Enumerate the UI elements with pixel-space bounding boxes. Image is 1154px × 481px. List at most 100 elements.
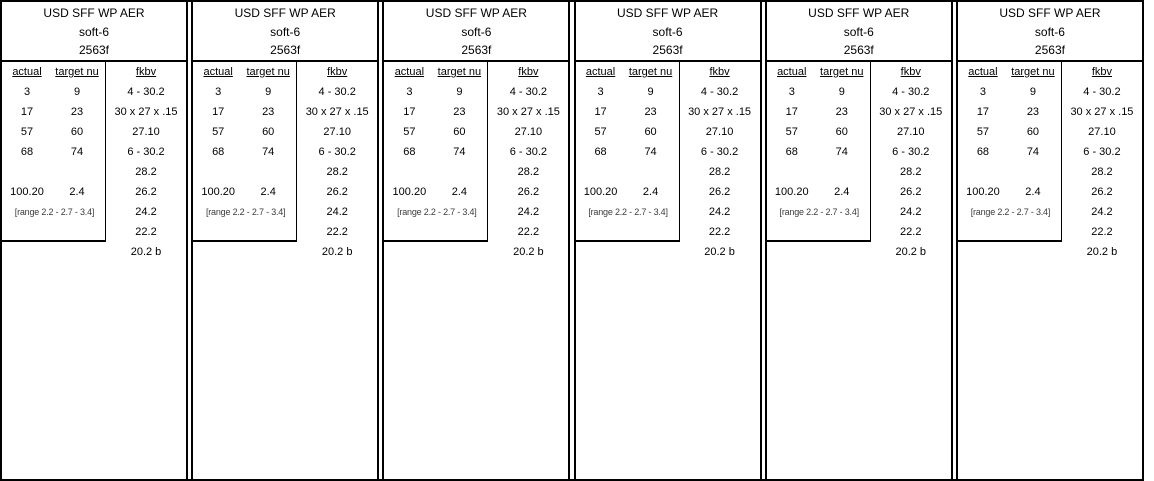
actual-value <box>4 162 50 182</box>
column-header-row: actual target nu <box>386 62 487 82</box>
actual-value: 17 <box>403 106 416 118</box>
table-row: 17 23 <box>195 102 296 122</box>
column-header-target: target nu <box>628 66 673 78</box>
actual-target-box: actual target nu 3 9 17 23 57 60 68 74 <box>957 62 1062 242</box>
panel-body: actual target nu 3 9 17 23 57 60 68 74 <box>766 62 951 262</box>
fkbv-value: 27.10 <box>1088 126 1116 138</box>
table-row: 68 74 <box>386 142 487 162</box>
panel-code: 2563f <box>843 43 874 57</box>
panel-subtitle: soft-6 <box>652 24 683 39</box>
target-value: 23 <box>453 106 466 118</box>
fkbv-value: 22.2 <box>900 226 922 238</box>
fkbv-value: 28.2 <box>900 166 922 178</box>
fkbv-value: 4 - 30.2 <box>318 86 356 98</box>
range-note-row: [range 2.2 - 2.7 - 3.4] <box>4 202 105 222</box>
actual-value: 100.20 <box>392 186 427 198</box>
quote-panel: USD SFF WP AER soft-6 2563f actual targe… <box>573 2 762 479</box>
panel-title: USD SFF WP AER <box>43 6 145 20</box>
range-note-row: [range 2.2 - 2.7 - 3.4] <box>386 202 487 222</box>
fkbv-value: 27.10 <box>514 126 543 138</box>
panel-title: USD SFF WP AER <box>234 6 336 20</box>
actual-target-box: actual target nu 3 9 17 23 57 60 68 74 <box>575 62 680 242</box>
fkbv-value: 6 - 30.2 <box>1083 146 1121 158</box>
fkbv-value: 24.2 <box>1091 206 1113 218</box>
column-header-row: actual target nu <box>578 62 679 82</box>
actual-value: 100.20 <box>10 186 44 198</box>
actual-value: 17 <box>785 106 798 118</box>
table-row-empty <box>769 162 870 182</box>
target-value: 60 <box>453 126 466 138</box>
actual-target-box: actual target nu 3 9 17 23 57 60 68 74 <box>384 62 489 242</box>
panel-header: USD SFF WP AER soft-6 2563f <box>766 2 951 62</box>
target-value: 60 <box>262 126 275 138</box>
actual-value: 17 <box>594 106 607 118</box>
target-value: 9 <box>647 86 654 98</box>
actual-value: 68 <box>594 146 607 158</box>
actual-value: 57 <box>20 126 34 138</box>
actual-value: 57 <box>594 126 607 138</box>
quote-panel: USD SFF WP AER soft-6 2563f actual targe… <box>382 2 571 479</box>
target-value: 60 <box>1026 126 1040 138</box>
fkbv-value: 6 - 30.2 <box>700 146 739 158</box>
table-row: 17 23 <box>4 102 105 122</box>
column-header-row: actual target nu <box>960 62 1061 82</box>
range-note: [range 2.2 - 2.7 - 3.4] <box>779 207 860 217</box>
target-value: 23 <box>70 106 84 118</box>
fkbv-value: 24.2 <box>517 206 540 218</box>
actual-value <box>386 162 432 182</box>
column-header-actual: actual <box>203 66 233 78</box>
actual-value: 57 <box>976 126 990 138</box>
panel-header: USD SFF WP AER soft-6 2563f <box>957 2 1142 62</box>
column-header-actual: actual <box>12 66 42 78</box>
table-row-empty <box>4 162 105 182</box>
table-row: 100.20 2.4 <box>578 182 679 202</box>
fkbv-value: 24.2 <box>326 206 348 218</box>
fkbv-value: 30 x 27 x .15 <box>1070 106 1134 118</box>
target-value: 74 <box>262 146 275 158</box>
fkbv-value: 30 x 27 x .15 <box>114 106 178 118</box>
fkbv-value: 20.2 b <box>704 246 735 258</box>
fkbv-value: 22.2 <box>517 226 540 238</box>
fkbv-value: 22.2 <box>135 226 157 238</box>
quote-panel: USD SFF WP AER soft-6 2563f actual targe… <box>0 2 188 479</box>
fkbv-value: 4 - 30.2 <box>1083 86 1121 98</box>
target-value <box>50 162 104 182</box>
fkbv-value: 6 - 30.2 <box>127 146 165 158</box>
fkbv-value: 26.2 <box>1091 186 1113 198</box>
quote-panel: USD SFF WP AER soft-6 2563f actual targe… <box>955 2 1144 479</box>
fkbv-value: 22.2 <box>708 226 731 238</box>
column-header-target: target nu <box>246 66 290 78</box>
actual-value: 17 <box>212 106 225 118</box>
actual-value: 17 <box>976 106 990 118</box>
column-header-row: actual target nu <box>769 62 870 82</box>
actual-value: 57 <box>785 126 798 138</box>
target-value: 9 <box>265 86 272 98</box>
panel-code: 2563f <box>461 43 492 57</box>
fkbv-value: 20.2 b <box>895 246 927 258</box>
panel-code: 2563f <box>78 43 110 57</box>
actual-value: 57 <box>403 126 416 138</box>
fkbv-header-row: fkbv <box>297 62 377 82</box>
panel-subtitle: soft-6 <box>78 24 109 39</box>
fkbv-value: 20.2 b <box>130 246 162 258</box>
table-row: 68 74 <box>4 142 105 162</box>
fkbv-value: 6 - 30.2 <box>318 146 356 158</box>
actual-value: 17 <box>20 106 34 118</box>
target-value: 9 <box>838 86 845 98</box>
fkbv-header-row: fkbv <box>1062 62 1142 82</box>
target-value: 74 <box>644 146 657 158</box>
table-row-empty <box>960 162 1061 182</box>
actual-value <box>960 162 1006 182</box>
panel-body: actual target nu 3 9 17 23 57 60 68 74 <box>575 62 760 262</box>
fkbv-value: 30 x 27 x .15 <box>496 106 560 118</box>
target-value <box>241 162 295 182</box>
actual-value: 100.20 <box>583 186 618 198</box>
target-value: 60 <box>835 126 848 138</box>
panel-code: 2563f <box>1034 43 1065 57</box>
fkbv-value: 6 - 30.2 <box>509 146 548 158</box>
actual-target-box: actual target nu 3 9 17 23 57 60 68 74 <box>2 62 106 242</box>
target-value: 2.4 <box>1025 186 1041 198</box>
fkbv-value: 30 x 27 x .15 <box>305 106 369 118</box>
range-note: [range 2.2 - 2.7 - 3.4] <box>14 207 95 217</box>
actual-value: 100.20 <box>201 186 236 198</box>
